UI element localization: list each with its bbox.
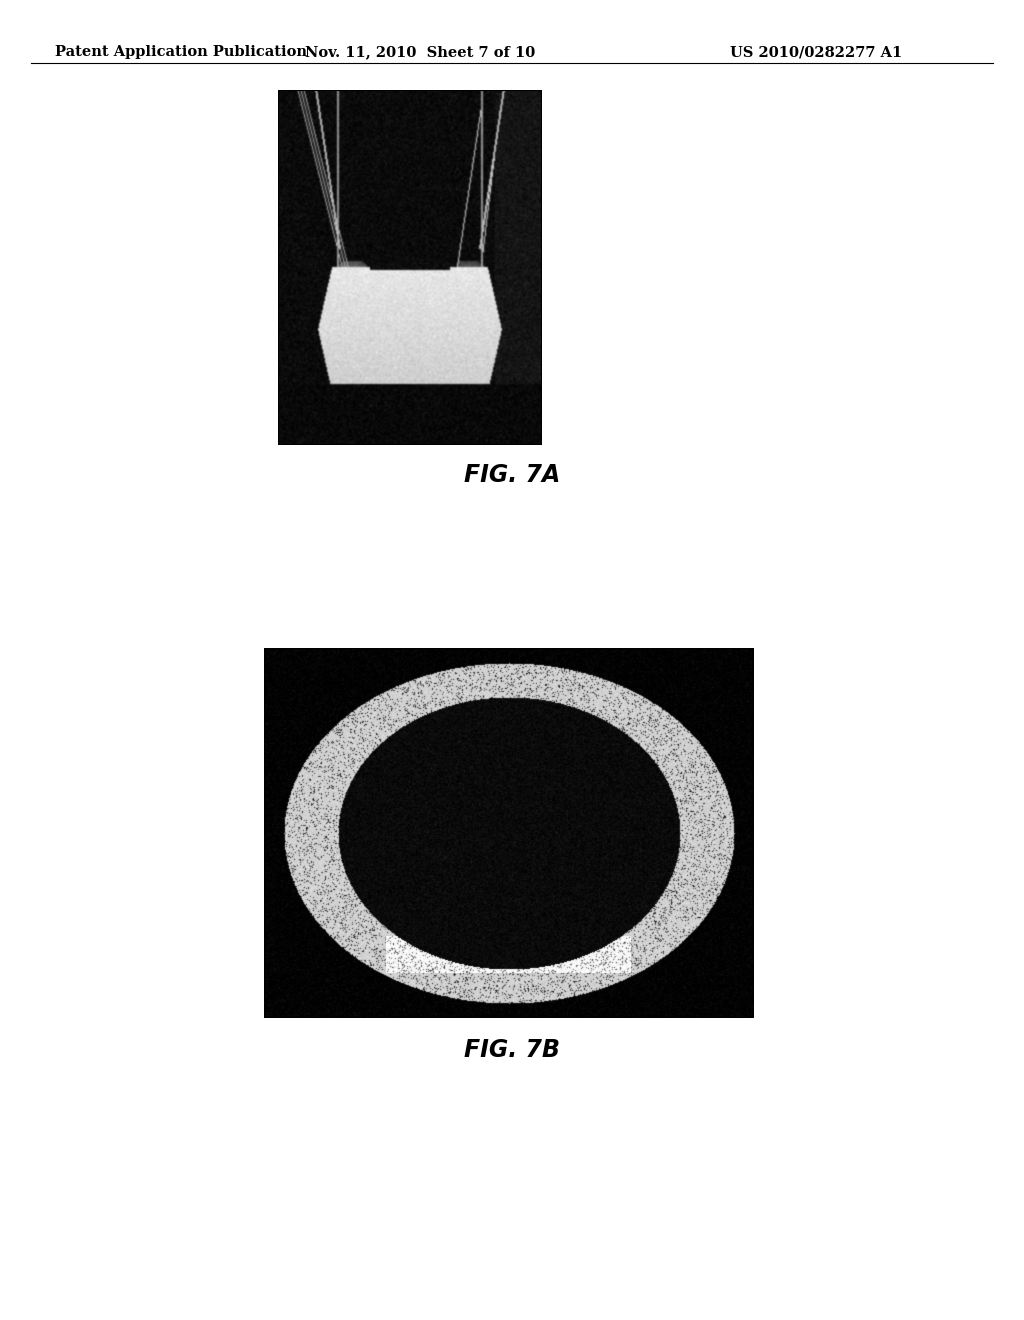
Text: FIG. 7B: FIG. 7B [464, 1038, 560, 1063]
Text: Nov. 11, 2010  Sheet 7 of 10: Nov. 11, 2010 Sheet 7 of 10 [305, 45, 536, 59]
Bar [278, 90, 542, 445]
Text: US 2010/0282277 A1: US 2010/0282277 A1 [730, 45, 902, 59]
Text: Patent Application Publication: Patent Application Publication [55, 45, 307, 59]
Text: FIG. 7A: FIG. 7A [464, 463, 560, 487]
Bar [264, 648, 754, 1018]
